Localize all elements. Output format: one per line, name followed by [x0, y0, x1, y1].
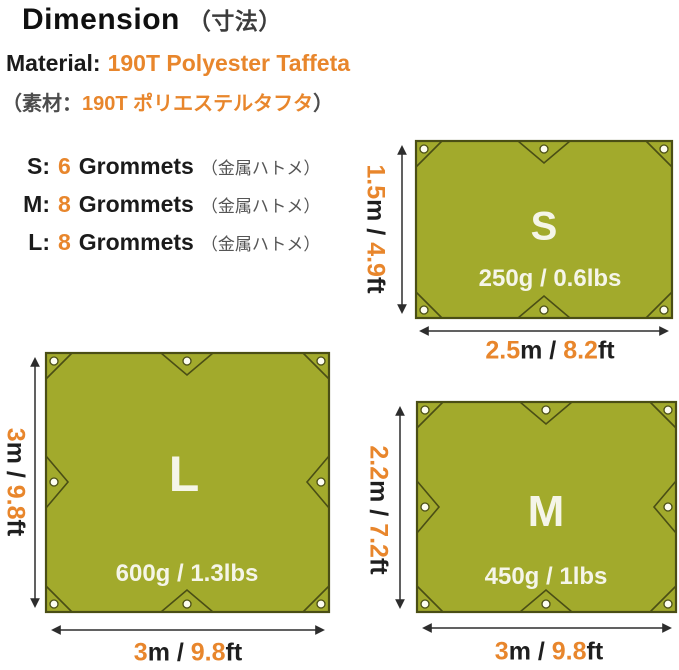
- grommet-count: 8: [58, 229, 71, 255]
- grommet-row-m: M: 8 Grommets （金属ハトメ）: [16, 191, 320, 220]
- grommet-jp: （金属ハトメ）: [200, 159, 321, 178]
- tarp-l-fabric: [44, 351, 331, 614]
- material-line-jp: （素材：190T ポリエステルタフタ）: [2, 87, 333, 116]
- tarp-m-reinforcement-marks: [416, 401, 677, 613]
- tarp-m-shape: [415, 400, 678, 614]
- height-unit-m: m /: [364, 480, 393, 524]
- tarp-s-reinforcement-marks: [415, 140, 673, 319]
- material-label: Material:: [6, 50, 101, 76]
- tarp-l-shape: [44, 351, 331, 614]
- tarp-m-weight: 450g / 1lbs: [484, 563, 608, 590]
- title-en: Dimension: [22, 3, 180, 36]
- tarp-l-size-letter: L: [168, 446, 200, 502]
- width-meters: 3: [494, 637, 509, 666]
- height-unit-ft: ft: [361, 276, 390, 294]
- grommet-jp: （金属ハトメ）: [200, 197, 321, 216]
- grommet-size-label: M:: [23, 191, 50, 217]
- width-unit-m: m /: [147, 638, 191, 667]
- material-jp-prefix: （素材：: [2, 93, 82, 115]
- grommet-word: Grommets: [78, 153, 194, 179]
- height-feet: 4.9: [361, 242, 390, 277]
- grommet-icon: [663, 502, 673, 512]
- height-meters: 3: [1, 427, 30, 442]
- grommet-row-s: S: 6 Grommets （金属ハトメ）: [16, 153, 320, 182]
- width-feet: 8.2: [563, 336, 598, 365]
- grommet-icon: [182, 356, 192, 366]
- grommet-icon: [49, 356, 59, 366]
- height-meters: 1.5: [361, 164, 390, 200]
- material-line-en: Material: 190T Polyester Taffeta: [6, 50, 350, 77]
- height-meters: 2.2: [364, 445, 393, 481]
- grommet-icon: [316, 356, 326, 366]
- grommet-jp: （金属ハトメ）: [200, 235, 321, 254]
- grommet-icon: [663, 405, 673, 415]
- grommet-list: S: 6 Grommets （金属ハトメ） M: 8 Grommets （金属ハトメ） L:…: [16, 153, 320, 267]
- tarp-l-weight: 600g / 1.3lbs: [115, 560, 259, 587]
- grommet-icon: [419, 305, 429, 315]
- grommet-icon: [663, 599, 673, 609]
- dimension-arrows: [30, 145, 672, 635]
- grommet-icon: [182, 599, 192, 609]
- grommet-icon: [539, 305, 549, 315]
- grommet-icon: [316, 599, 326, 609]
- grommet-row-l: L: 8 Grommets （金属ハトメ）: [16, 229, 320, 258]
- grommet-icon: [541, 405, 551, 415]
- grommet-count: 8: [58, 191, 71, 217]
- grommet-icon: [659, 305, 669, 315]
- grommet-icon: [420, 405, 430, 415]
- height-feet: 7.2: [364, 523, 393, 558]
- height-unit-m: m /: [1, 441, 30, 485]
- height-feet: 9.8: [1, 484, 30, 520]
- grommet-count: 6: [58, 153, 71, 179]
- grommet-icon: [49, 477, 59, 487]
- grommet-icon: [419, 144, 429, 154]
- grommet-icon: [539, 144, 549, 154]
- material-value: 190T Polyester Taffeta: [107, 50, 351, 76]
- tarp-l-reinforcement-marks: [45, 352, 330, 613]
- width-meters: 3: [133, 638, 148, 667]
- grommet-size-label: L:: [28, 229, 50, 255]
- tarp-m-size-letter: M: [527, 487, 565, 536]
- width-unit-m: m /: [520, 336, 564, 365]
- grommet-icon: [316, 477, 326, 487]
- grommet-icon: [659, 144, 669, 154]
- material-jp-suffix: ）: [313, 93, 334, 115]
- page-title: Dimension （寸法）: [22, 2, 282, 37]
- tarp-m-fabric: [415, 400, 678, 614]
- grommet-word: Grommets: [78, 191, 194, 217]
- height-unit-ft: ft: [1, 519, 30, 537]
- width-unit-ft: ft: [586, 637, 604, 666]
- grommet-icon: [420, 502, 430, 512]
- tarp-l-height-label: 3m / 9.8ft: [1, 428, 30, 536]
- tarp-s-fabric: [414, 139, 674, 320]
- title-jp: （寸法）: [187, 8, 282, 34]
- width-feet: 9.8: [551, 637, 587, 666]
- width-unit-ft: ft: [597, 336, 615, 365]
- width-unit-ft: ft: [225, 638, 243, 667]
- tarp-s-height-label: 1.5m / 4.9ft: [361, 164, 390, 293]
- tarp-l-width-label: 3m / 9.8ft: [134, 639, 242, 668]
- tarp-s-size-letter: S: [530, 204, 558, 249]
- width-unit-m: m /: [508, 637, 552, 666]
- grommet-word: Grommets: [78, 229, 194, 255]
- width-feet: 9.8: [190, 638, 226, 667]
- tarp-s-weight: 250g / 0.6lbs: [478, 265, 622, 292]
- height-unit-ft: ft: [364, 557, 393, 575]
- tarp-s-width-label: 2.5m / 8.2ft: [485, 337, 614, 366]
- grommet-icon: [49, 599, 59, 609]
- tarp-m-height-label: 2.2m / 7.2ft: [364, 445, 393, 574]
- grommet-size-label: S:: [27, 153, 50, 179]
- material-jp-value: 190T ポリエステルタフタ: [82, 93, 314, 115]
- grommet-icon: [420, 599, 430, 609]
- tarp-s-shape: [414, 139, 674, 320]
- height-unit-m: m /: [361, 199, 390, 243]
- grommet-icon: [541, 599, 551, 609]
- tarp-m-width-label: 3m / 9.8ft: [495, 638, 603, 667]
- width-meters: 2.5: [485, 336, 521, 365]
